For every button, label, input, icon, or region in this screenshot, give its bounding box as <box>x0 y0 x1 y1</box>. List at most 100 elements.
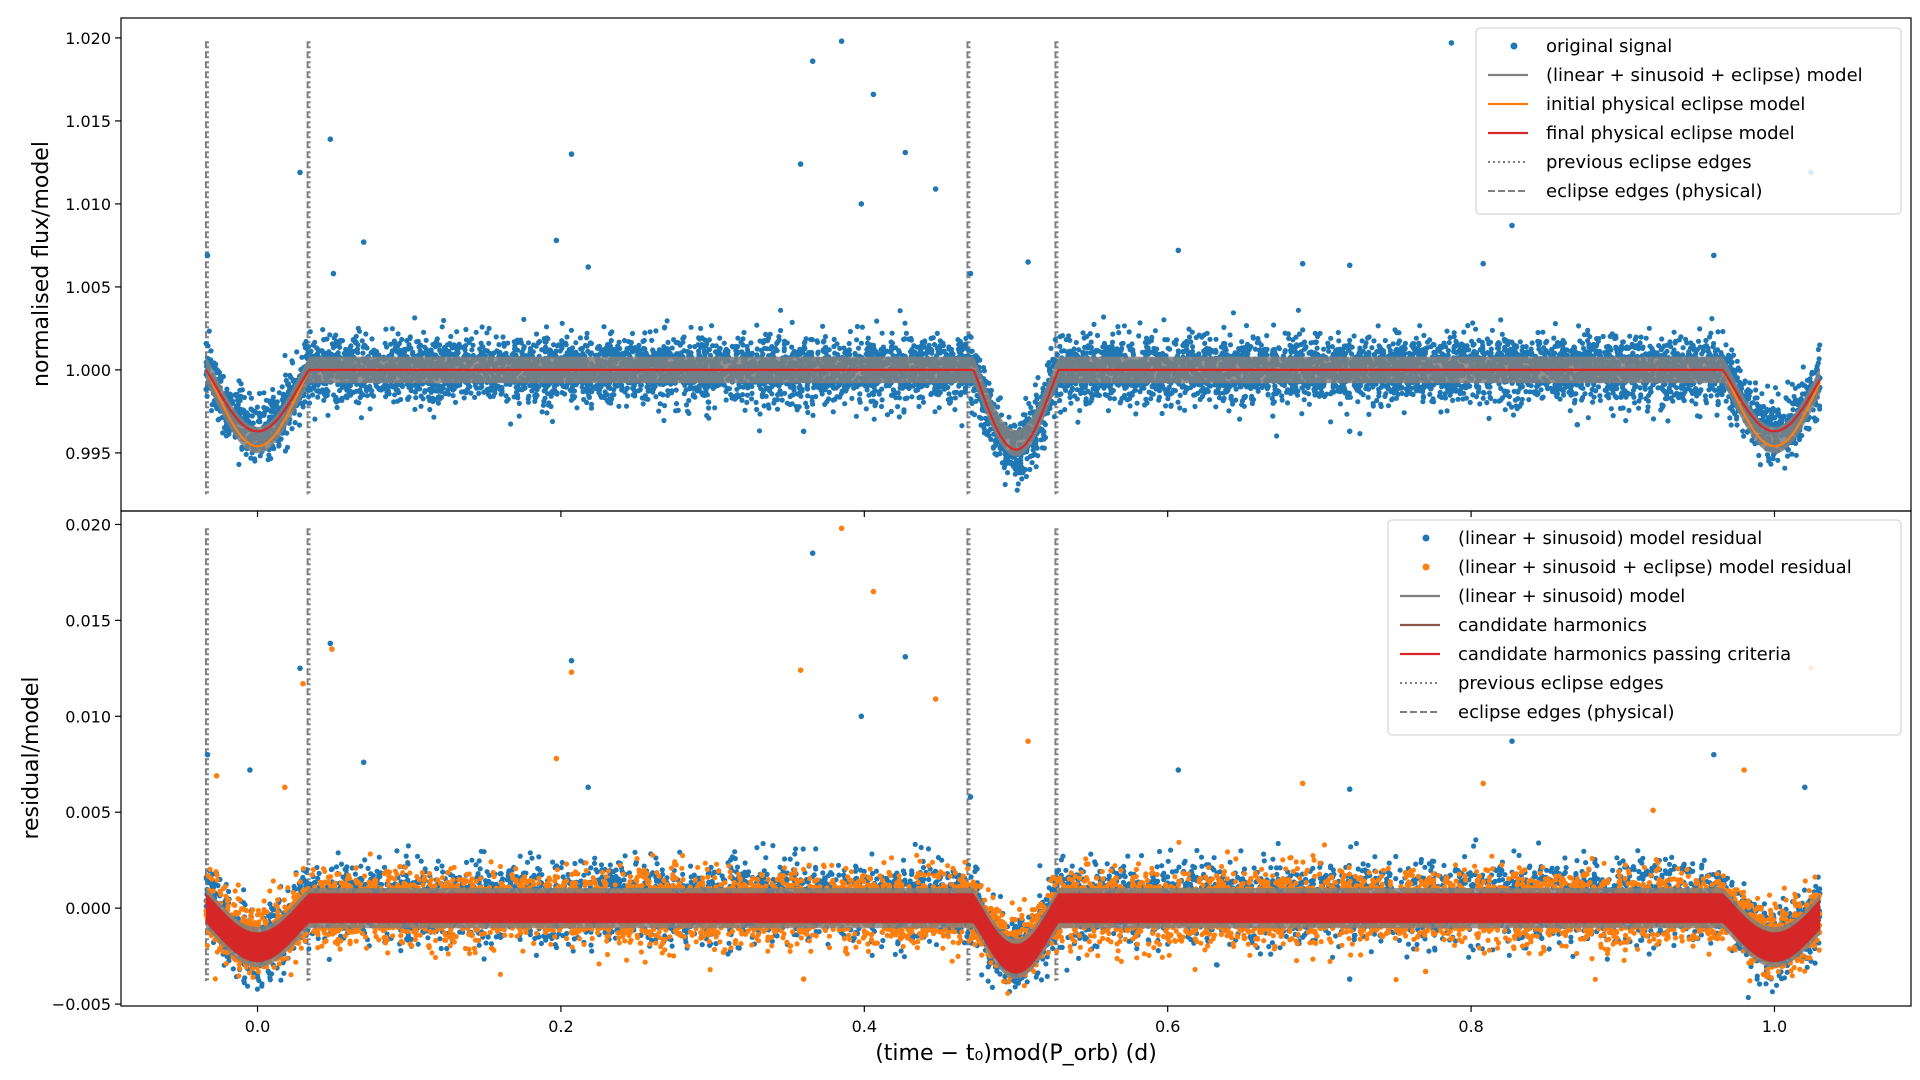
top-signal-point <box>1012 423 1018 429</box>
top-signal-point <box>559 338 565 344</box>
top-signal-point <box>1074 396 1080 402</box>
top-signal-point <box>879 397 885 403</box>
top-signal-point <box>1326 348 1332 354</box>
top-signal-point <box>292 420 298 426</box>
top-signal-point <box>1040 385 1046 392</box>
top-signal-point <box>1374 397 1380 404</box>
top-signal-point <box>1747 380 1753 386</box>
top-signal-point <box>1136 333 1142 339</box>
top-signal-point <box>1467 399 1473 405</box>
top-signal-point <box>781 348 787 354</box>
top-signal-point <box>1438 409 1444 415</box>
top-signal-point <box>1760 403 1767 410</box>
top-signal-point <box>1032 399 1038 405</box>
top-signal-point <box>1190 344 1196 350</box>
top-signal-point <box>897 308 903 314</box>
top-signal-point <box>846 340 852 347</box>
top-signal-point <box>1370 400 1376 407</box>
top-signal-point <box>363 331 369 337</box>
top-signal-point <box>383 326 389 332</box>
top-signal-point <box>1325 340 1331 346</box>
top-signal-point <box>468 390 474 396</box>
top-signal-point <box>325 412 331 418</box>
top-signal-point <box>1637 385 1643 391</box>
top-signal-point <box>1283 389 1290 395</box>
top-signal-point <box>952 395 959 401</box>
top-signal-point <box>525 340 532 346</box>
top-signal-point <box>857 391 863 397</box>
top-signal-point <box>876 389 882 395</box>
top-signal-point <box>1683 336 1689 342</box>
top-signal-point <box>1141 385 1147 391</box>
top-signal-point <box>1302 389 1308 395</box>
top-signal-point <box>1540 329 1546 335</box>
top-signal-point <box>744 392 751 398</box>
top-signal-point <box>1148 396 1154 402</box>
top-signal-point <box>1715 329 1721 335</box>
top-signal-point <box>1090 386 1096 392</box>
top-signal-point <box>1175 399 1181 405</box>
top-signal-point <box>704 413 710 419</box>
top-signal-point <box>1703 337 1709 344</box>
top-signal-point <box>282 352 288 359</box>
top-signal-point <box>209 402 215 408</box>
top-signal-point <box>425 394 432 400</box>
top-signal-point <box>1321 346 1327 352</box>
top-signal-point <box>1115 324 1121 330</box>
top-signal-point <box>1667 339 1673 345</box>
top-signal-point <box>1355 399 1361 405</box>
top-signal-point <box>401 349 408 355</box>
top-signal-point <box>954 389 960 395</box>
top-signal-point <box>573 340 579 346</box>
top-signal-point <box>1286 335 1292 341</box>
top-signal-point <box>294 349 300 355</box>
top-signal-point <box>1385 403 1392 409</box>
top-signal-point <box>874 318 880 324</box>
top-signal-point <box>427 406 433 413</box>
top-signal-point <box>1605 343 1611 349</box>
top-signal-point <box>1054 352 1060 358</box>
top-signal-point <box>1276 346 1282 352</box>
top-signal-point <box>1288 390 1294 396</box>
top-signal-point <box>516 413 522 419</box>
top-signal-point <box>1348 351 1355 357</box>
top-signal-point <box>1057 397 1063 404</box>
top-signal-point <box>801 344 807 350</box>
top-signal-point <box>1659 402 1665 408</box>
top-signal-point <box>763 393 769 399</box>
top-signal-point <box>1241 403 1247 409</box>
top-signal-point <box>749 390 755 396</box>
top-signal-point <box>888 339 894 345</box>
top-signal-point <box>1695 338 1702 344</box>
top-signal-point <box>616 403 622 409</box>
top-signal-point <box>930 335 936 341</box>
top-signal-point <box>1365 394 1371 400</box>
top-signal-point <box>450 393 456 399</box>
top-signal-point <box>1480 395 1486 401</box>
top-signal-point <box>1697 326 1703 332</box>
top-signal-point <box>1753 387 1759 393</box>
top-signal-point <box>1650 416 1657 422</box>
top-signal-point <box>1152 328 1158 334</box>
top-signal-point <box>759 394 766 400</box>
top-signal-point <box>1264 352 1270 358</box>
top-signal-point <box>920 399 927 405</box>
top-signal-point <box>1202 340 1208 346</box>
top-signal-point <box>508 421 514 427</box>
top-signal-point <box>1678 334 1684 340</box>
top-signal-point <box>1121 323 1127 329</box>
top-signal-point <box>1727 415 1733 421</box>
top-signal-point <box>916 403 922 410</box>
top-signal-point <box>1535 338 1541 344</box>
top-signal-point <box>1182 407 1188 413</box>
top-signal-point <box>1800 364 1806 370</box>
top-signal-point <box>1680 345 1686 351</box>
top-signal-point <box>756 428 763 434</box>
top-signal-point <box>688 324 694 330</box>
top-signal-point <box>830 409 836 415</box>
top-signal-point <box>1785 453 1791 459</box>
top-signal-point <box>1595 384 1602 390</box>
top-signal-point <box>1665 418 1671 424</box>
top-signal-point <box>740 384 747 390</box>
